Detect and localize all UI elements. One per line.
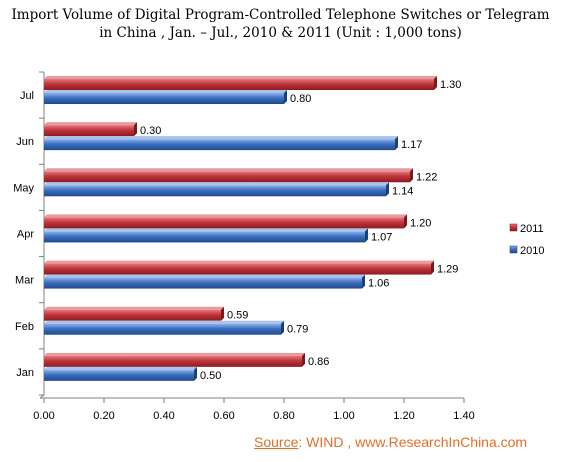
bar-top-face [44,320,284,324]
bar-2010-jan [44,369,194,381]
bar-top-face [44,122,137,126]
x-tick-label: 1.00 [333,410,354,422]
y-tick-label: Mar [15,275,34,287]
bar-end-cap [395,136,398,151]
data-labels: 1.30 0.30 1.22 1.20 1.29 0.59 0.86 0.80 1.17 1.14… [140,79,461,382]
x-tick-label: 0.80 [273,410,294,422]
bar-end-cap [221,306,224,321]
data-label: 0.30 [140,125,161,137]
y-tick-label: Apr [17,229,34,241]
data-label: 0.50 [200,370,221,382]
data-label: 0.80 [290,93,311,105]
source-label[interactable]: Source [254,434,299,450]
bar-top-face [44,260,434,264]
data-label: 1.14 [392,185,413,197]
axes: Jul Jun May Apr Mar Feb Jan 0.00 0.20 0.40 0.60 0.8… [13,71,475,422]
bar-top-face [44,136,398,140]
bar-end-cap [404,214,407,229]
x-tick-label: 1.40 [453,410,474,422]
x-tick-label: 0.40 [153,410,174,422]
bar-end-cap [281,320,284,335]
data-label: 1.22 [416,171,437,183]
x-tick-label: 1.20 [393,410,414,422]
bar-top-face [44,76,437,79]
y-tick-label: May [13,182,34,194]
bar-top-face [44,182,389,186]
source-text: : WIND , www.ResearchInChina.com [298,434,528,450]
bar-2010-feb [44,323,281,335]
bar-2011-apr [44,217,404,229]
bar-end-cap [362,274,365,289]
bar-2010-apr [44,231,365,243]
legend-swatch-2011 [509,223,518,232]
chart-title: Import Volume of Digital Program-Control… [0,6,561,42]
y-tick-label: Jul [20,90,34,102]
chart-title-line-2: in China , Jan. – Jul., 2010 & 2011 (Uni… [99,25,462,41]
bar-top-face [44,90,287,93]
data-label: 0.59 [227,310,248,322]
bar-end-cap [134,122,137,137]
x-tick-label: 0.20 [93,410,114,422]
data-label: 1.20 [410,217,431,229]
bar-top-face [44,228,368,232]
bar-end-cap [431,260,434,275]
data-label: 0.79 [287,324,308,336]
bar-2011-feb [44,309,221,321]
bar-end-cap [386,182,389,197]
y-tick-label: Jan [16,367,34,379]
data-label: 1.29 [437,264,458,276]
bar-end-cap [365,228,368,243]
data-label: 1.17 [401,139,422,151]
bar-top-face [44,366,197,370]
bar-2011-mar [44,263,431,275]
y-tick-label: Jun [16,136,34,148]
bar-end-cap [194,366,197,381]
data-label: 1.06 [368,278,389,290]
bar-2011-jan [44,355,302,367]
bar-2011-jul [44,79,434,90]
bar-2010-may [44,185,386,197]
legend-label-2010: 2010 [520,245,544,257]
source-note: Source: WIND , www.ResearchInChina.com [254,434,527,450]
bar-2010-jul [44,93,284,104]
bar-end-cap [410,168,413,183]
bar-2010-jun [44,139,395,151]
bar-2010-mar [44,277,362,289]
bar-top-face [44,306,224,310]
bar-2011-may [44,171,410,183]
data-label: 1.07 [371,231,392,243]
x-tick-label: 0.00 [33,410,54,422]
bar-top-face [44,168,413,172]
data-label: 1.30 [440,79,461,91]
legend-swatch-2010 [509,245,518,254]
chart-title-line-1: Import Volume of Digital Program-Control… [11,7,550,23]
bar-top-face [44,214,407,218]
y-tick-label: Feb [15,321,34,333]
bars [44,76,437,381]
bar-end-cap [434,76,437,90]
bar-top-face [44,352,305,356]
bar-end-cap [284,90,287,104]
bar-2011-jun [44,125,134,137]
data-label: 0.86 [308,356,329,368]
legend-label-2011: 2011 [520,223,544,235]
x-tick-label: 0.60 [213,410,234,422]
bar-top-face [44,274,365,278]
legend: 2011 2010 [509,223,544,257]
bar-end-cap [302,352,305,367]
